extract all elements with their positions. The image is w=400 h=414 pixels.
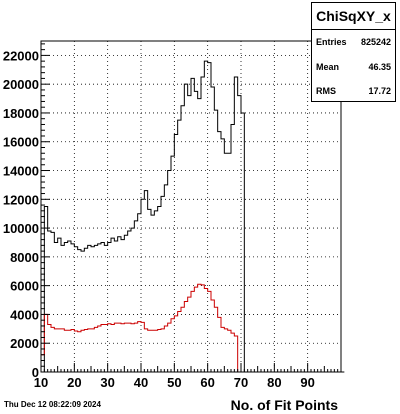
histogram-series	[40, 60, 345, 373]
tick-labels: 10 20 30 40 50 60 70 80 90 0 2000 4000 6000 8000 10000…	[3, 48, 315, 390]
x-tick-label: 10	[34, 375, 48, 390]
y-tick-label: 8000	[10, 250, 39, 265]
stats-mean-row: Mean 46.35	[312, 55, 395, 80]
y-tick-label: 10000	[3, 221, 39, 236]
x-tick-label: 50	[167, 375, 181, 390]
y-tick-label: 18000	[3, 106, 39, 121]
datestamp: Thu Dec 12 08:22:09 2024	[4, 400, 101, 409]
mean-value: 46.35	[368, 61, 391, 72]
x-tick-label: 90	[300, 375, 314, 390]
y-tick-label: 2000	[10, 336, 39, 351]
y-tick-label: 16000	[3, 135, 39, 150]
rms-label: RMS	[316, 86, 336, 97]
stats-entries-row: Entries 825242	[312, 30, 395, 55]
x-tick-label: 80	[267, 375, 281, 390]
x-axis-label: No. of Fit Points	[230, 397, 338, 413]
stats-box: ChiSqXY_x Entries 825242 Mean 46.35 RMS …	[311, 2, 396, 102]
stats-rms-row: RMS 17.72	[312, 79, 395, 104]
y-tick-label: 20000	[3, 77, 39, 92]
x-tick-label: 70	[234, 375, 248, 390]
entries-label: Entries	[316, 37, 347, 48]
y-tick-label: 4000	[10, 307, 39, 322]
y-tick-label: 0	[32, 365, 39, 380]
x-tick-label: 20	[67, 375, 81, 390]
rms-value: 17.72	[368, 86, 391, 97]
histogram-series-1	[40, 283, 341, 373]
x-tick-label: 30	[100, 375, 114, 390]
mean-label: Mean	[316, 61, 340, 72]
y-tick-label: 14000	[3, 164, 39, 179]
stats-title: ChiSqXY_x	[312, 3, 395, 30]
axes	[40, 40, 342, 373]
x-tick-label: 60	[200, 375, 214, 390]
entries-value: 825242	[360, 37, 391, 48]
y-tick-label: 22000	[3, 48, 39, 63]
y-tick-label: 12000	[3, 192, 39, 207]
histogram-series-0	[41, 60, 345, 373]
y-tick-label: 6000	[10, 279, 39, 294]
x-tick-label: 40	[134, 375, 148, 390]
